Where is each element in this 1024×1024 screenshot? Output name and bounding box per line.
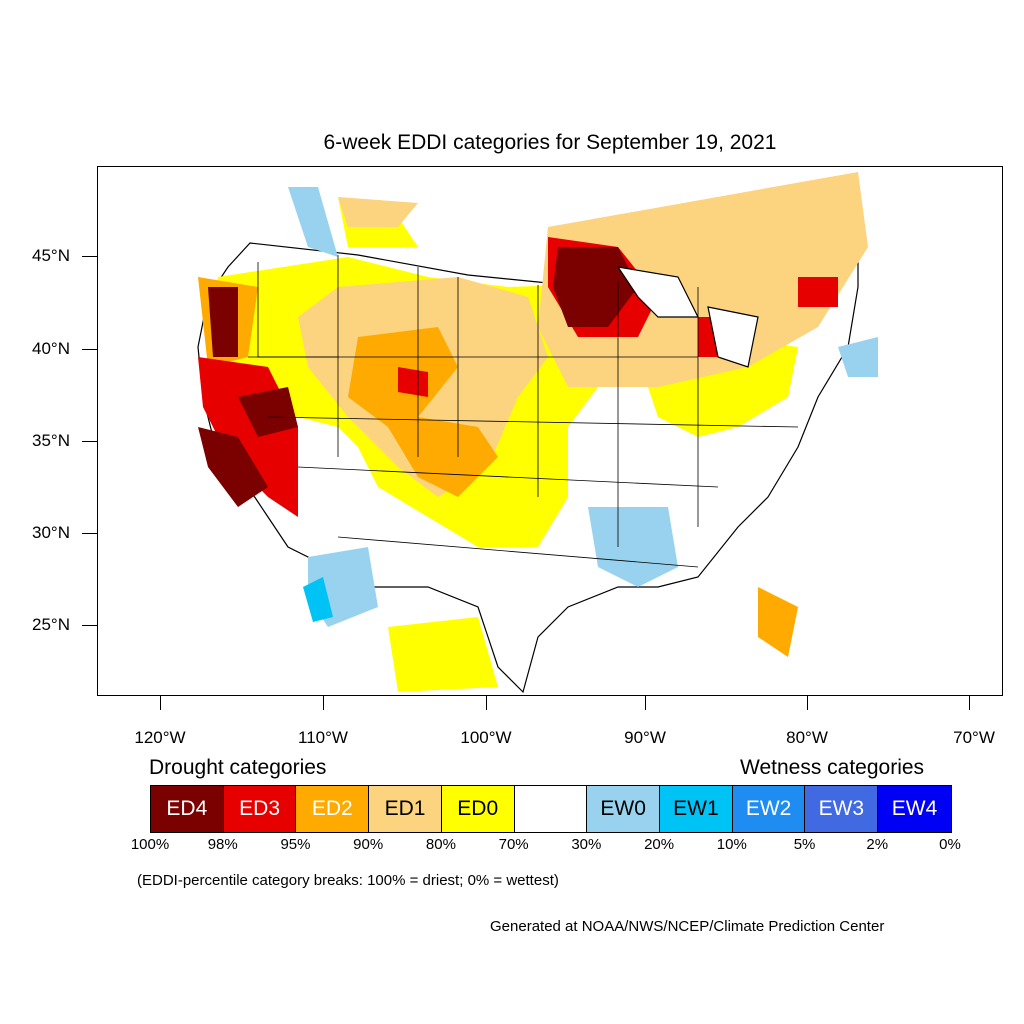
legend-box-ed4: ED4 [151,786,224,832]
legend-break-label: 2% [866,836,889,853]
legend-colorbar: ED4 ED3 ED2 ED1 ED0 EW0 EW1 EW2 EW3 EW4 [150,785,952,833]
legend-box-ew1: EW1 [660,786,733,832]
lat-label-45: 45°N [32,246,70,265]
lat-label-35: 35°N [32,431,70,450]
legend-break-label: 70% [498,836,529,853]
drought-heading: Drought categories [149,756,327,779]
legend-box-ew4: EW4 [878,786,951,832]
legend-break-label: 30% [571,836,602,853]
lon-label-90w: 90°W [624,728,666,747]
lon-label-110w: 110°W [298,728,348,747]
lon-tick [486,696,487,710]
legend-box-ed1: ED1 [369,786,442,832]
map-panel [97,166,1003,696]
lat-tick [82,349,97,350]
ed4-regions [198,247,638,507]
legend-box-neutral [514,786,588,832]
lon-tick [160,696,161,710]
legend-box-ew3: EW3 [805,786,879,832]
lon-tick [969,696,970,710]
ew1-regions [303,577,333,622]
map-title: 6-week EDDI categories for September 19,… [323,131,777,154]
lat-label-40: 40°N [32,339,70,358]
lon-label-100w: 100°W [460,728,512,747]
lon-tick [645,696,646,710]
lat-tick [82,256,97,257]
legend-box-ed3: ED3 [223,786,297,832]
legend-break-label: 0% [939,836,961,853]
lon-label-70w: 70°W [953,728,995,747]
legend-break-label: 10% [716,836,747,853]
lat-label-25: 25°N [32,615,70,634]
lat-label-30: 30°N [32,523,70,542]
lon-label-80w: 80°W [786,728,828,747]
category-note: (EDDI-percentile category breaks: 100% =… [137,872,559,889]
legend-box-ed2: ED2 [296,786,370,832]
legend-break-label: 98% [207,836,238,853]
great-lakes [616,266,759,368]
lon-tick [807,696,808,710]
legend-break-label: 20% [644,836,675,853]
legend-box-ew2: EW2 [732,786,806,832]
lat-tick [82,625,97,626]
legend-box-ew0: EW0 [587,786,661,832]
legend-break-label: 5% [793,836,816,853]
legend-break-label: 90% [353,836,384,853]
state-boundaries [248,255,799,568]
lat-tick [82,533,97,534]
legend-break-label: 100% [130,836,170,853]
legend-break-label: 80% [425,836,456,853]
legend-breaks: 100% 98% 95% 90% 80% 70% 30% 20% 10% 5% 2% 0% [0,836,1024,856]
lat-tick [82,441,97,442]
wetness-heading: Wetness categories [740,756,925,779]
lon-tick [323,696,324,710]
legend-break-label: 95% [280,836,311,853]
credit-text: Generated at NOAA/NWS/NCEP/Climate Predi… [490,918,885,935]
eddi-map [197,172,878,694]
legend-box-ed0: ED0 [441,786,515,832]
lon-label-120w: 120°W [134,728,186,747]
